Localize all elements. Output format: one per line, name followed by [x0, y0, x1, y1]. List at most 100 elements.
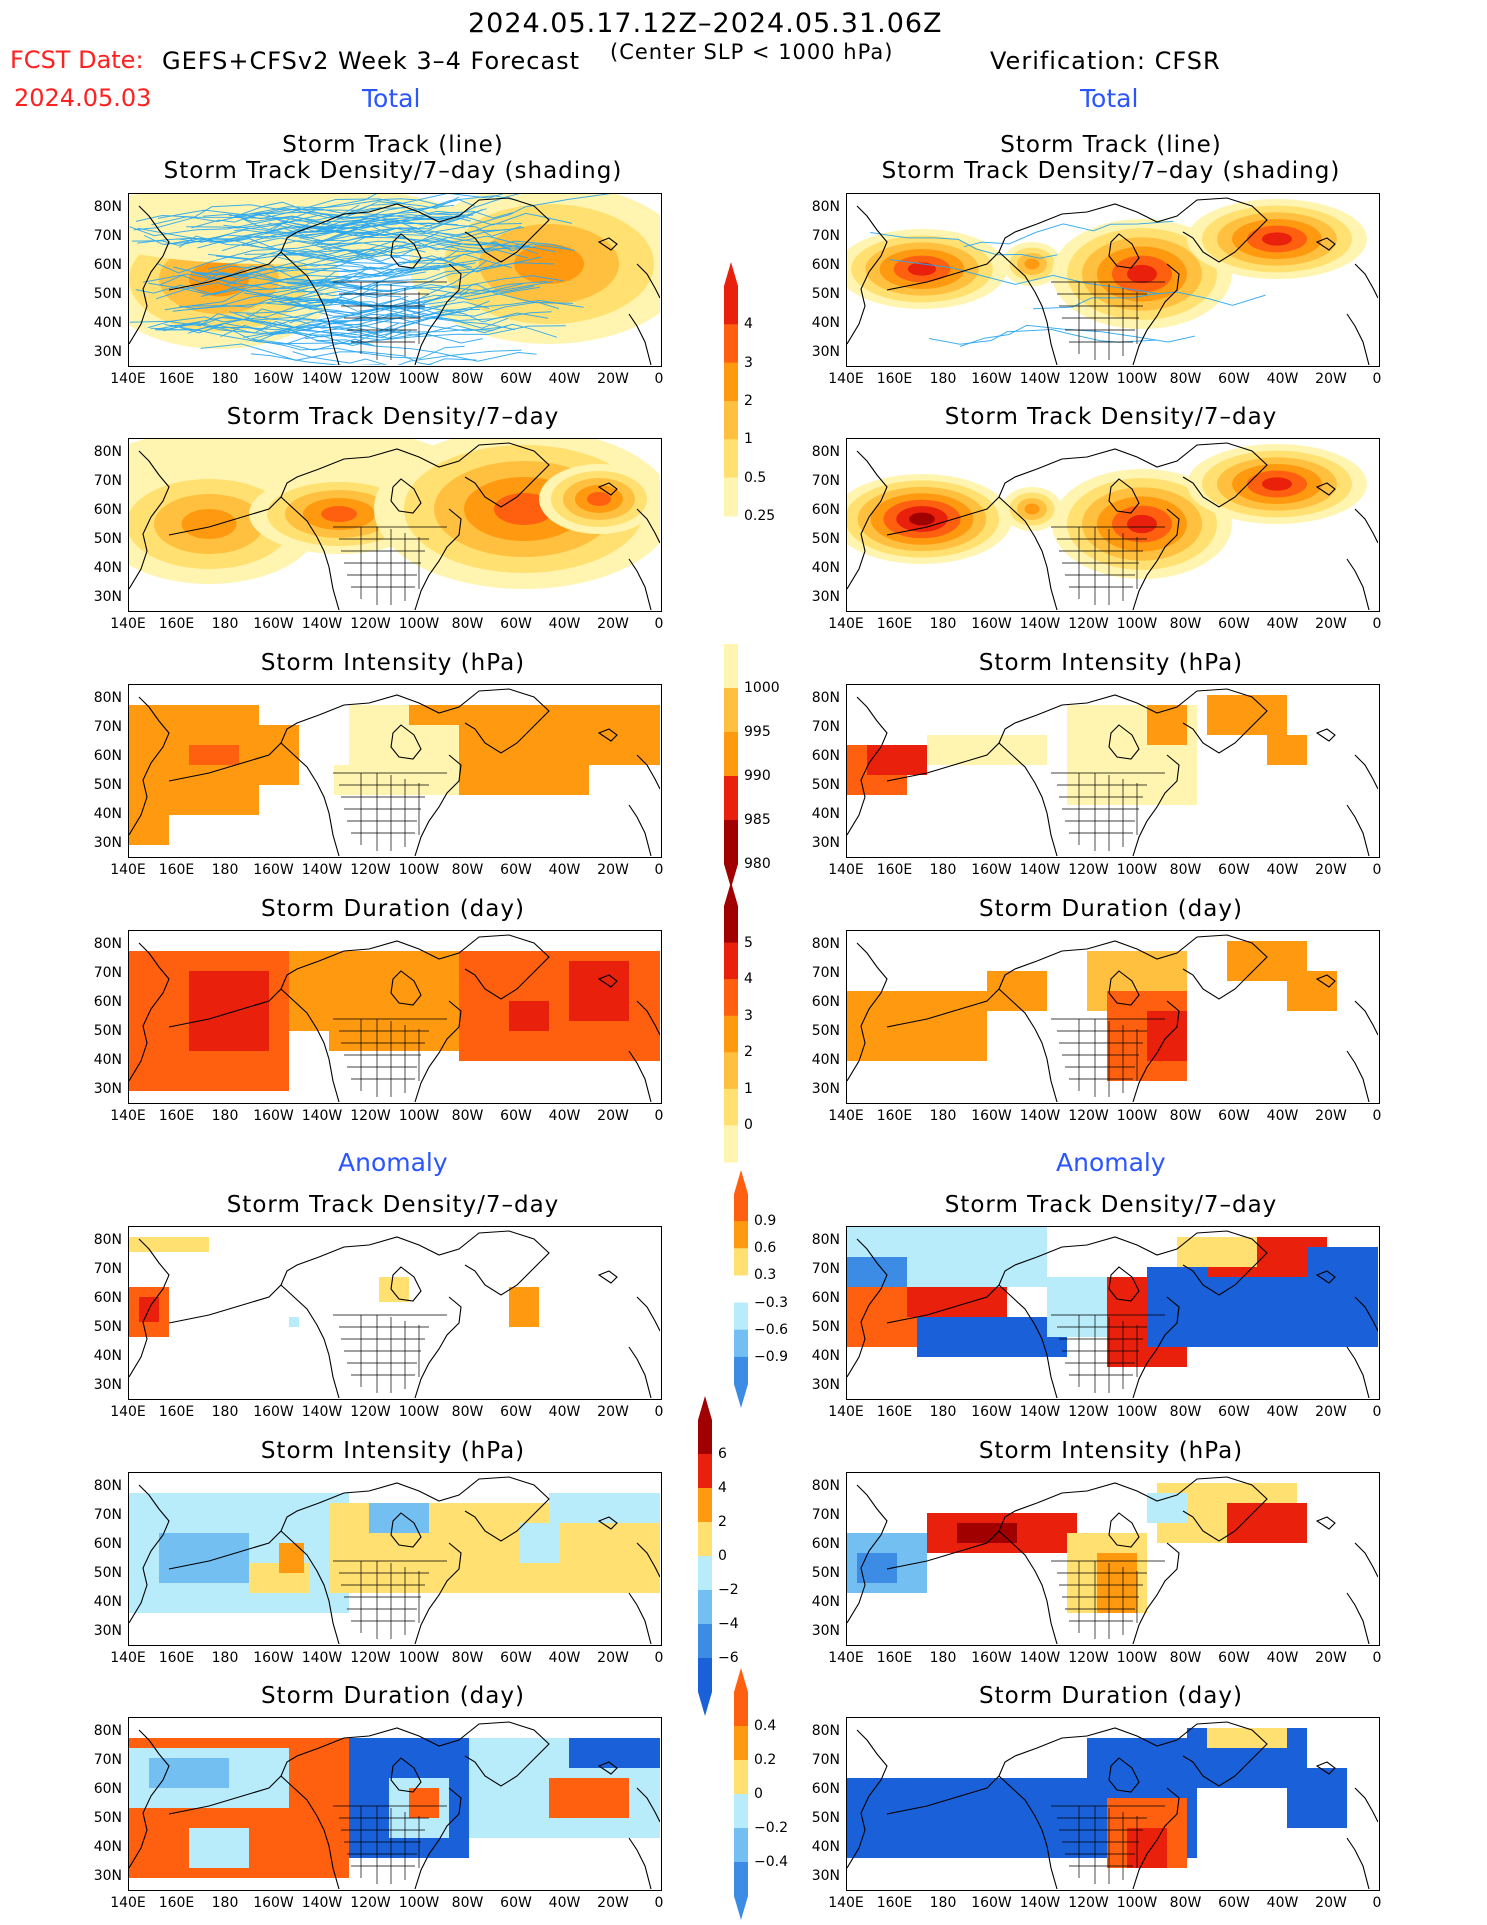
lon-tick-label: 140W: [301, 1895, 343, 1911]
map-field-p2: [129, 439, 660, 610]
map-field-p10: [129, 1473, 660, 1644]
lat-tick-label: 50N: [93, 1565, 122, 1581]
lon-tick-label: 180: [929, 371, 957, 387]
lon-tick-label: 160W: [253, 371, 294, 387]
map-panel-anom-density-verification: [846, 1226, 1380, 1400]
lon-tick-label: 100W: [398, 1404, 440, 1420]
lon-tick-label: 20W: [1315, 1895, 1347, 1911]
title-track-density-shading-right: Storm Track Density/7–day (shading): [881, 158, 1341, 184]
title-track-line-left: Storm Track (line): [282, 132, 504, 158]
model-title: GEFS+CFSv2 Week 3–4 Forecast: [162, 47, 581, 75]
lat-tick-label: 80N: [93, 936, 122, 952]
lat-tick-label: 60N: [811, 1781, 840, 1797]
lat-tick-label: 50N: [811, 1023, 840, 1039]
colorbar-tick-label: 3: [744, 1007, 753, 1024]
map-field-p13: [847, 1718, 1378, 1889]
lon-tick-label: 40W: [1266, 862, 1299, 878]
lat-tick-label: 60N: [93, 502, 122, 518]
section-total-left: Total: [362, 84, 421, 113]
lat-tick-label: 30N: [811, 589, 840, 605]
lon-tick-label: 140E: [110, 1895, 146, 1911]
lon-tick-label: 160W: [971, 371, 1012, 387]
lon-tick-label: 180: [929, 1404, 957, 1420]
colorbar-tick-label: 2: [718, 1514, 727, 1530]
lat-tick-label: 40N: [93, 1052, 122, 1068]
lat-tick-label: 50N: [811, 1810, 840, 1826]
lat-tick-label: 70N: [93, 1752, 122, 1768]
lon-tick-label: 120W: [350, 1650, 391, 1666]
lon-tick-label: 160W: [253, 1108, 294, 1124]
lat-tick-label: 50N: [93, 286, 122, 302]
lon-tick-label: 140E: [110, 371, 146, 387]
lon-tick-label: 100W: [398, 1895, 440, 1911]
lat-tick-label: 80N: [93, 1232, 122, 1248]
lon-tick-label: 140E: [828, 616, 864, 632]
lon-tick-label: 20W: [1315, 616, 1347, 632]
lon-tick-label: 80W: [451, 862, 484, 878]
lat-tick-label: 80N: [811, 1723, 840, 1739]
lon-tick-label: 60W: [500, 1895, 532, 1911]
colorbar-tick-label: 0.2: [754, 1752, 777, 1768]
map-panel-anom-intensity-forecast: [128, 1472, 662, 1646]
lat-tick-label: 50N: [811, 1565, 840, 1581]
lon-tick-label: 140W: [301, 616, 343, 632]
lat-tick-label: 30N: [811, 344, 840, 360]
lon-tick-label: 140E: [110, 1650, 146, 1666]
lat-tick-label: 40N: [811, 1348, 840, 1364]
title-density-left: Storm Track Density/7–day: [226, 404, 560, 430]
colorbar-tick-label: 0.25: [744, 508, 776, 524]
colorbar-tick-label: 2: [744, 393, 753, 409]
lon-tick-label: 160W: [253, 1895, 294, 1911]
lon-tick-label: 20W: [597, 1895, 629, 1911]
lat-tick-label: 60N: [811, 1290, 840, 1306]
colorbar-total-duration: [724, 882, 738, 1163]
lon-tick-label: 60W: [500, 862, 532, 878]
lon-tick-label: 120W: [1068, 1404, 1109, 1420]
lon-tick-label: 60W: [1218, 1650, 1250, 1666]
lon-tick-label: 60W: [500, 1108, 532, 1124]
lon-tick-label: 140E: [828, 1108, 864, 1124]
lat-tick-label: 70N: [811, 1752, 840, 1768]
map-field-p7: [847, 931, 1378, 1102]
lon-tick-label: 160W: [253, 862, 294, 878]
colorbar-tick-label: 1: [744, 431, 753, 448]
lon-tick-label: 80W: [451, 1108, 484, 1124]
lat-tick-label: 40N: [93, 1348, 122, 1364]
lat-tick-label: 80N: [811, 199, 840, 215]
lon-tick-label: 0: [654, 862, 664, 878]
colorbar-tick-label: 0: [718, 1548, 727, 1564]
map-panel-duration-forecast: [128, 930, 662, 1104]
lat-tick-label: 70N: [93, 1507, 122, 1523]
lon-tick-label: 0: [1372, 862, 1382, 878]
lon-tick-label: 100W: [398, 1108, 440, 1124]
lon-tick-label: 0: [1372, 1650, 1382, 1666]
title-track-line-right: Storm Track (line): [1000, 132, 1222, 158]
map-panel-anom-density-forecast: [128, 1226, 662, 1400]
title-anom-density-right: Storm Track Density/7–day: [944, 1192, 1278, 1218]
lat-tick-label: 80N: [811, 1478, 840, 1494]
lon-tick-label: 100W: [1116, 371, 1158, 387]
lon-tick-label: 140W: [1019, 1895, 1061, 1911]
colorbar-tick-label: 0: [754, 1786, 763, 1802]
colorbar-tick-label: 6: [718, 1446, 727, 1462]
lon-tick-label: 140E: [110, 616, 146, 632]
lon-tick-label: 20W: [1315, 862, 1347, 878]
lon-tick-label: 20W: [1315, 1650, 1347, 1666]
lon-tick-label: 0: [654, 616, 664, 632]
lon-tick-label: 100W: [398, 371, 440, 387]
map-panel-density-forecast: [128, 438, 662, 612]
lon-tick-label: 80W: [1169, 862, 1202, 878]
map-panel-anom-duration-verification: [846, 1717, 1380, 1891]
colorbar-tick-label: −0.3: [754, 1294, 788, 1311]
lon-tick-label: 140W: [1019, 862, 1061, 878]
lat-tick-label: 60N: [93, 994, 122, 1010]
colorbar-tick-label: 995: [744, 724, 771, 740]
lon-tick-label: 80W: [1169, 616, 1202, 632]
lon-tick-label: 80W: [451, 371, 484, 387]
lon-tick-label: 160E: [158, 1108, 195, 1124]
lat-tick-label: 80N: [93, 690, 122, 706]
lon-tick-label: 140W: [1019, 1650, 1061, 1666]
lon-tick-label: 20W: [597, 1108, 629, 1124]
lon-tick-label: 40W: [548, 1404, 581, 1420]
lon-tick-label: 80W: [451, 616, 484, 632]
